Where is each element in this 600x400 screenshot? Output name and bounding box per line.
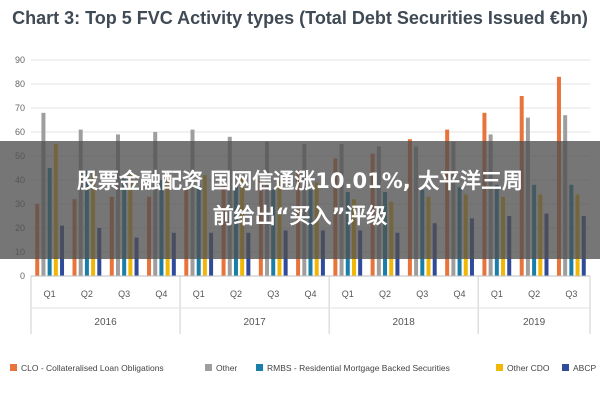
x-tick-label: Q2 [81, 289, 93, 299]
overlay-banner [0, 141, 600, 259]
legend-label: ABCP [573, 363, 596, 373]
x-tick-label: Q2 [230, 289, 242, 299]
legend-swatch [256, 364, 263, 371]
year-label: 2019 [523, 317, 546, 328]
legend-label: Other [216, 363, 237, 373]
x-tick-label: Q1 [193, 289, 205, 299]
x-tick-label: Q4 [304, 289, 316, 299]
x-tick-label: Q3 [267, 289, 279, 299]
x-tick-label: Q4 [155, 289, 167, 299]
overlay-headline: 股票金融配资 国网信通涨10.01%, 太平洋三周 前给出“买入”评级 [20, 164, 580, 234]
legend-label: RMBS - Residential Mortgage Backed Secur… [267, 363, 450, 373]
legend-label: CLO - Collateralised Loan Obligations [21, 363, 164, 373]
legend-swatch [10, 364, 17, 371]
x-tick-label: Q2 [379, 289, 391, 299]
x-tick-label: Q4 [454, 289, 466, 299]
year-label: 2016 [94, 317, 117, 328]
legend-swatch [205, 364, 212, 371]
x-tick-label: Q3 [416, 289, 428, 299]
x-tick-label: Q1 [342, 289, 354, 299]
year-label: 2018 [393, 317, 416, 328]
y-tick-label: 80 [15, 79, 25, 89]
x-tick-label: Q2 [528, 289, 540, 299]
legend-swatch [496, 364, 503, 371]
legend-swatch [562, 364, 569, 371]
legend-label: Other CDO [507, 363, 550, 373]
y-tick-label: 70 [15, 103, 25, 113]
chart-title: Chart 3: Top 5 FVC Activity types (Total… [12, 8, 588, 28]
x-tick-label: Q3 [118, 289, 130, 299]
y-tick-label: 60 [15, 127, 25, 137]
x-tick-label: Q1 [491, 289, 503, 299]
y-tick-label: 0 [20, 271, 25, 281]
y-tick-label: 90 [15, 55, 25, 65]
overlay-headline-line-2: 前给出“买入”评级 [212, 204, 388, 228]
overlay-headline-line-1: 股票金融配资 国网信通涨10.01%, 太平洋三周 [76, 169, 524, 193]
year-label: 2017 [243, 317, 266, 328]
x-tick-label: Q1 [44, 289, 56, 299]
x-tick-label: Q3 [565, 289, 577, 299]
